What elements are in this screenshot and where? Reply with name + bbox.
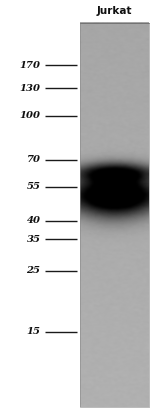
Text: 70: 70: [27, 155, 40, 164]
Text: 170: 170: [20, 60, 40, 70]
Bar: [80, 23, 149, 407]
Text: Jurkat: Jurkat: [97, 5, 132, 16]
Text: 25: 25: [27, 266, 40, 276]
Text: 130: 130: [20, 84, 40, 93]
Text: 15: 15: [27, 327, 40, 336]
Text: 55: 55: [27, 182, 40, 192]
Text: 35: 35: [27, 235, 40, 244]
Text: 40: 40: [27, 216, 40, 225]
Text: 100: 100: [20, 111, 40, 120]
